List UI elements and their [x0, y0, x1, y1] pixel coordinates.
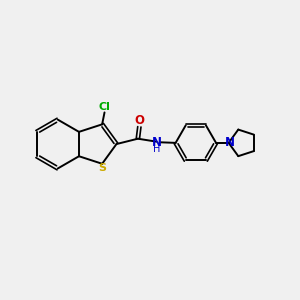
Text: O: O	[134, 114, 144, 127]
Text: N: N	[152, 136, 162, 149]
Text: Cl: Cl	[99, 102, 110, 112]
Text: N: N	[225, 136, 235, 149]
Text: H: H	[154, 144, 161, 154]
Text: S: S	[98, 163, 106, 173]
